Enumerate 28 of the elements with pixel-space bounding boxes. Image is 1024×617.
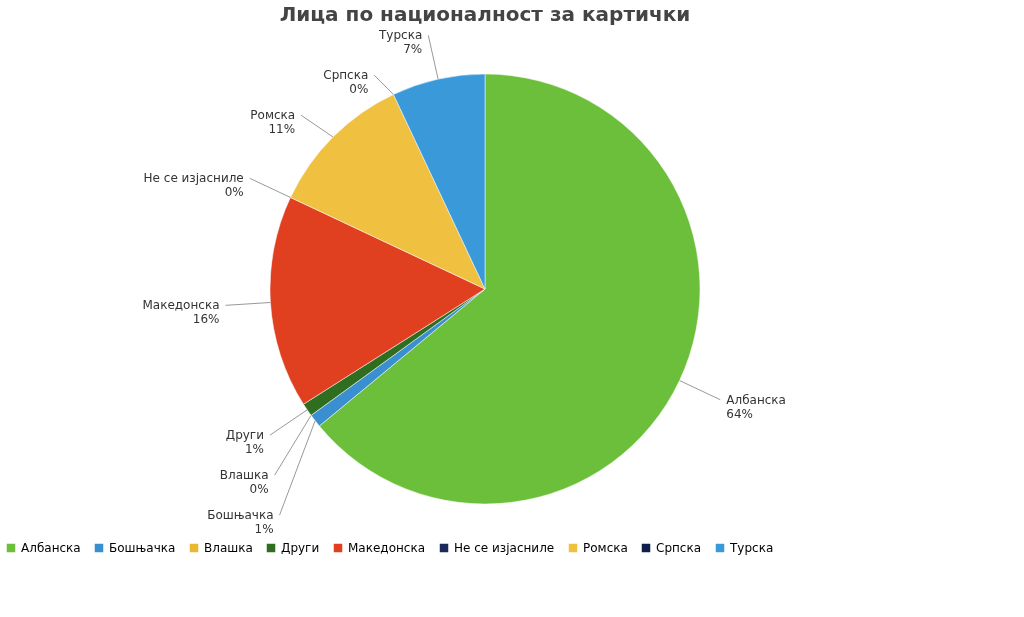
data-label: 1% [244,442,264,457]
legend-label: Не се изјасниле [454,541,555,555]
legend-label: Српска [656,541,702,555]
category-label: Не се изјасниле [143,171,244,186]
category-label: Влашка [219,468,269,483]
text: 0% [349,82,369,97]
chart-title: Лица по националност за картички [279,2,691,27]
data-label: 1% [254,522,274,537]
data-label: 64% [726,406,753,421]
legend-label: Бошњачка [109,541,176,555]
slice-label: Турска [378,28,423,43]
category-label: Српска [323,68,369,83]
slice-label: Други [225,428,264,443]
legend-label: Турска [729,541,774,555]
data-label: 7% [403,42,423,57]
slice-label: Бошњачка [207,508,274,523]
slice-label: Македонска [142,298,220,313]
data-label: 16% [192,312,220,327]
text: 0% [224,185,244,200]
text: 0% [249,482,269,497]
legend-label: Македонска [348,541,426,555]
slice-label: Ромска [250,108,296,123]
legend-label: Албанска [21,541,81,555]
data-label: 11% [268,122,296,137]
legend-label: Влашка [204,541,253,555]
legend-label: Ромска [583,541,628,555]
legend-label: Други [281,541,320,555]
slice-label: Албанска [726,392,786,407]
